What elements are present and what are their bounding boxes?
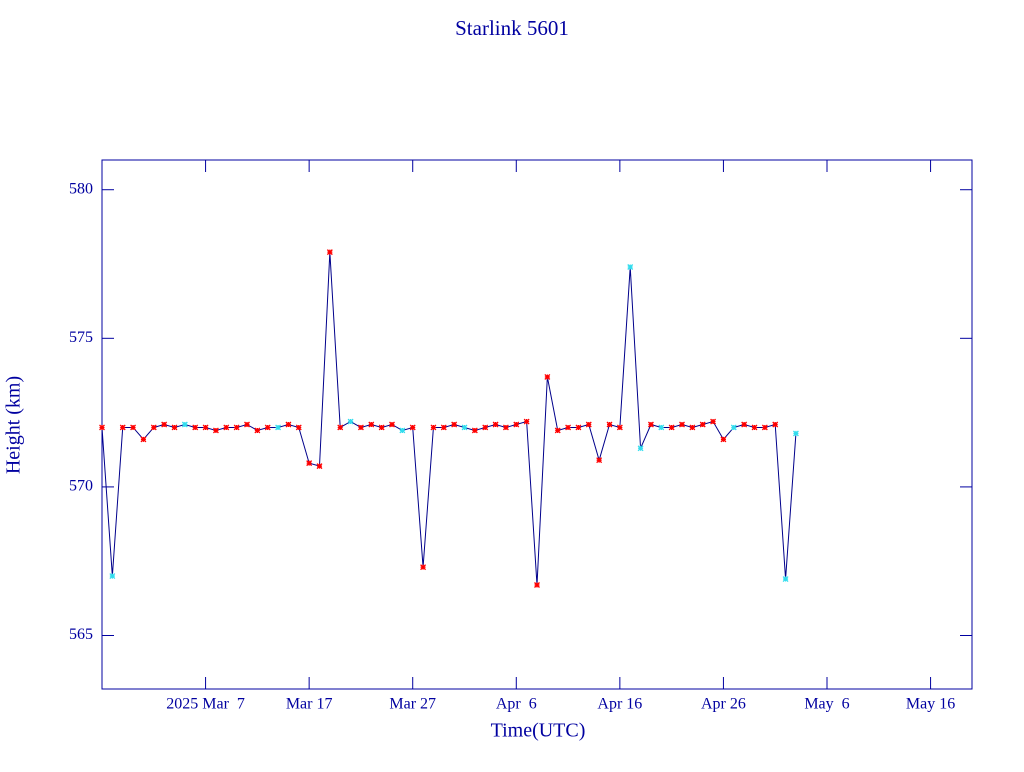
data-point: [544, 373, 551, 380]
data-point: [409, 424, 416, 431]
data-point: [679, 421, 685, 428]
data-point: [244, 421, 250, 428]
data-point: [285, 421, 292, 428]
data-point: [627, 264, 634, 270]
data-point: [616, 424, 623, 431]
data-point: [368, 421, 375, 428]
data-point: [233, 424, 240, 431]
data-point: [699, 421, 706, 428]
data-point: [482, 424, 489, 431]
data-point: [306, 460, 313, 467]
data-point: [99, 424, 105, 431]
data-point: [710, 418, 717, 425]
data-point: [451, 421, 458, 428]
data-point: [461, 424, 468, 431]
data-point: [430, 424, 437, 431]
x-tick-label: Apr 16: [597, 696, 642, 713]
x-tick-label: May 6: [804, 696, 849, 713]
data-point: [130, 424, 137, 431]
data-point: [223, 424, 230, 431]
data-point: [689, 424, 696, 431]
x-tick-label: Apr 26: [701, 696, 746, 713]
data-point: [389, 421, 395, 428]
data-point: [668, 424, 675, 431]
y-tick-label: 575: [69, 329, 93, 346]
data-point: [181, 421, 188, 428]
data-point: [585, 421, 592, 428]
data-point: [171, 424, 178, 431]
data-point: [741, 421, 748, 428]
y-axis-label: Height (km): [3, 376, 25, 474]
data-point: [399, 427, 406, 434]
data-point: [575, 424, 582, 431]
data-point: [492, 421, 499, 428]
data-point: [161, 421, 168, 428]
data-point: [471, 427, 478, 434]
data-point: [523, 418, 530, 425]
data-point: [119, 424, 126, 431]
data-point: [109, 573, 116, 580]
x-tick-label: 2025 Mar 7: [166, 696, 245, 713]
data-point: [357, 424, 364, 431]
data-point: [378, 424, 385, 431]
data-point: [140, 436, 147, 443]
y-tick-label: 565: [69, 626, 93, 643]
data-point: [772, 421, 779, 428]
data-point: [554, 427, 561, 434]
data-point: [337, 424, 344, 431]
chart-title: Starlink 5601: [455, 16, 569, 40]
data-point: [565, 424, 572, 431]
data-line: [101, 252, 797, 586]
data-point: [295, 424, 302, 431]
data-point: [658, 424, 665, 431]
x-axis-label: Time(UTC): [491, 720, 586, 742]
data-point: [326, 249, 333, 256]
data-point: [502, 424, 509, 431]
data-point: [761, 424, 768, 431]
data-point: [316, 463, 323, 470]
data-point: [202, 424, 209, 431]
data-point: [606, 421, 613, 428]
data-point: [254, 427, 261, 434]
x-tick-label: Mar 17: [286, 696, 333, 713]
data-point: [212, 427, 219, 434]
data-point: [440, 424, 447, 431]
x-tick-label: May 16: [906, 696, 955, 713]
data-point: [150, 424, 157, 431]
y-tick-label: 580: [69, 180, 93, 197]
data-point: [730, 424, 737, 431]
x-tick-label: Apr 6: [496, 696, 537, 713]
data-point: [596, 457, 603, 464]
data-point: [420, 564, 427, 571]
data-point: [534, 582, 540, 588]
data-point: [647, 421, 654, 428]
data-point: [751, 424, 758, 431]
data-point: [513, 421, 520, 428]
data-point: [347, 418, 354, 425]
data-point: [192, 424, 199, 431]
x-tick-label: Mar 27: [389, 696, 436, 713]
data-point: [782, 576, 789, 582]
data-point: [637, 445, 644, 452]
y-tick-label: 570: [69, 478, 93, 495]
data-point: [275, 424, 282, 431]
data-point: [792, 430, 799, 437]
data-point: [720, 436, 727, 443]
plot-frame: [101, 159, 973, 690]
data-point: [264, 424, 271, 431]
